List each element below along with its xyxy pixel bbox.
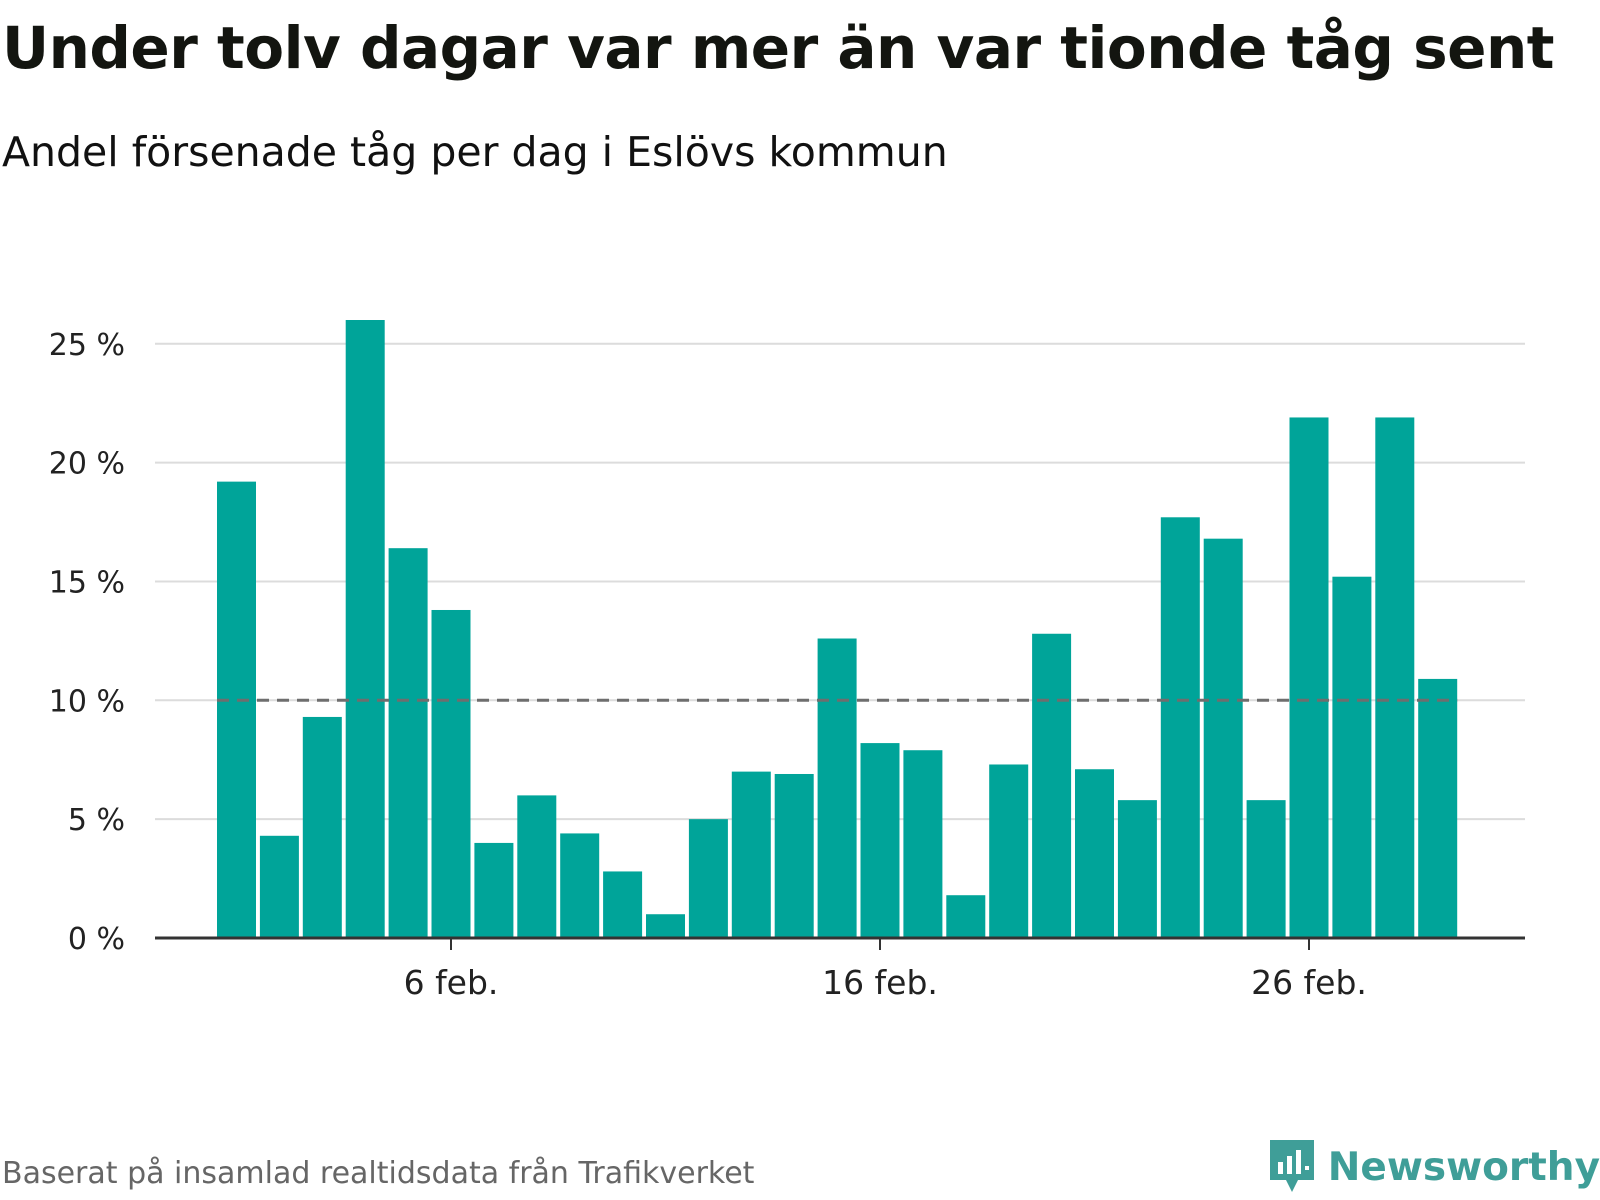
brand-name: Newsworthy	[1327, 1144, 1600, 1190]
bar	[1289, 417, 1329, 938]
bar	[1117, 800, 1157, 938]
bar	[1075, 769, 1114, 938]
bar	[646, 914, 685, 938]
y-tick-label: 0 %	[68, 922, 125, 957]
x-tick-label: 16 feb.	[822, 963, 938, 1002]
bar	[688, 819, 728, 938]
bar	[774, 773, 814, 938]
bar	[1160, 517, 1200, 938]
chart-title: Under tolv dagar var mer än var tionde t…	[2, 14, 1555, 82]
bar	[517, 795, 557, 938]
bar	[431, 609, 471, 938]
bar	[560, 833, 600, 938]
bars	[217, 320, 1458, 938]
bar	[1418, 678, 1458, 938]
brand: Newsworthy	[1266, 1136, 1600, 1198]
bar	[903, 750, 943, 938]
bar	[217, 481, 256, 938]
bar	[345, 320, 385, 938]
bar	[860, 743, 900, 938]
chart-subtitle: Andel försenade tåg per dag i Eslövs kom…	[2, 128, 948, 176]
y-tick-label: 15 %	[49, 565, 125, 600]
bar	[474, 842, 514, 938]
y-tick-label: 5 %	[68, 803, 125, 838]
bar	[603, 871, 643, 938]
y-tick-label: 20 %	[49, 447, 125, 482]
bar	[731, 771, 771, 938]
bar	[817, 638, 857, 938]
bar	[1032, 633, 1072, 938]
x-axis: 6 feb. 16 feb. 26 feb.	[155, 936, 1525, 1002]
x-tick-label: 6 feb.	[404, 963, 499, 1002]
bar	[1246, 800, 1286, 938]
y-tick-label: 25 %	[49, 328, 125, 363]
x-tick-label: 26 feb.	[1251, 963, 1367, 1002]
bar	[1203, 538, 1243, 938]
source-note: Baserat på insamlad realtidsdata från Tr…	[2, 1156, 755, 1191]
bar	[989, 764, 1029, 938]
y-tick-label: 10 %	[49, 684, 125, 719]
bar	[1332, 576, 1372, 938]
bar	[388, 548, 428, 938]
bar	[946, 895, 986, 938]
bar	[1375, 417, 1415, 938]
y-axis-ticks: 0 % 5 % 10 % 15 % 20 % 25 %	[49, 328, 125, 957]
bar	[302, 716, 342, 938]
bar	[259, 835, 299, 938]
newsworthy-logo-icon	[1269, 1140, 1314, 1192]
bar-chart: 0 % 5 % 10 % 15 % 20 % 25 % 6 feb. 16 feb. 26 f…	[49, 320, 1525, 1002]
